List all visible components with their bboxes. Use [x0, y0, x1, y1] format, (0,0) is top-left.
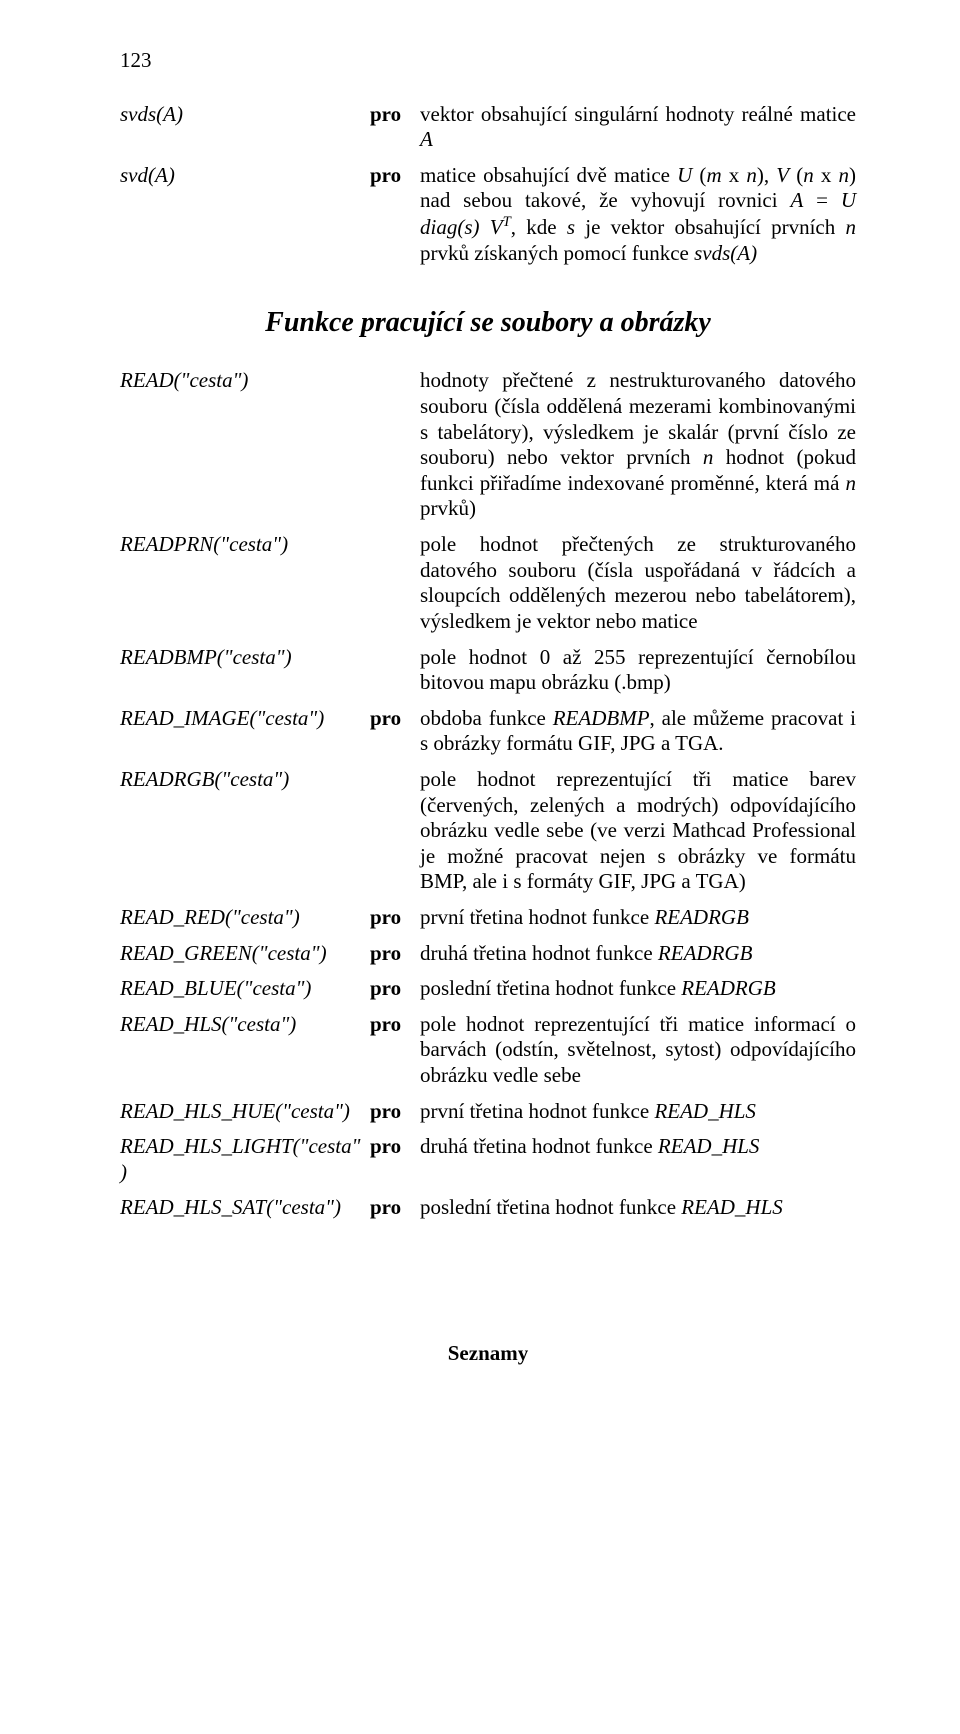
footer-label: Seznamy: [120, 1341, 856, 1367]
function-description: poslední třetina hodnot funkce READ_HLS: [420, 1195, 856, 1221]
pro-marker: pro: [370, 976, 420, 1002]
function-name: READ_IMAGE("cesta"): [120, 706, 370, 732]
table-row: READ_GREEN("cesta")prodruhá třetina hodn…: [120, 941, 856, 967]
pro-marker: pro: [370, 1134, 420, 1160]
table-row: svds(A)provektor obsahující singulární h…: [120, 102, 856, 153]
table-row: READ("cesta") hodnoty přečtené z nestrukt…: [120, 368, 856, 522]
function-name: READ_HLS_LIGHT("cesta"): [120, 1134, 370, 1185]
function-name: READRGB("cesta"): [120, 767, 370, 793]
pro-marker: pro: [370, 1099, 420, 1125]
table-row: READ_HLS_HUE("cesta")proprvní třetina ho…: [120, 1099, 856, 1125]
function-description: matice obsahující dvě matice U (m x n), …: [420, 163, 856, 266]
bottom-table: READ("cesta") hodnoty přečtené z nestrukt…: [120, 368, 856, 1221]
table-row: READ_BLUE("cesta")proposlední třetina ho…: [120, 976, 856, 1002]
page-number: 123: [120, 48, 856, 74]
function-name: READ_HLS_SAT("cesta"): [120, 1195, 370, 1221]
table-row: READ_HLS_SAT("cesta")proposlední třetina…: [120, 1195, 856, 1221]
function-name: READ_GREEN("cesta"): [120, 941, 370, 967]
function-description: pole hodnot 0 až 255 reprezentující čern…: [420, 645, 856, 696]
table-row: READ_HLS("cesta")propole hodnot reprezen…: [120, 1012, 856, 1089]
pro-marker: pro: [370, 102, 420, 128]
function-name: READBMP("cesta"): [120, 645, 370, 671]
function-name: READPRN("cesta"): [120, 532, 370, 558]
function-name: READ("cesta"): [120, 368, 370, 394]
function-description: druhá třetina hodnot funkce READRGB: [420, 941, 856, 967]
function-description: pole hodnot přečtených ze strukturovanéh…: [420, 532, 856, 634]
pro-marker: pro: [370, 1195, 420, 1221]
function-name: READ_BLUE("cesta"): [120, 976, 370, 1002]
table-row: READ_IMAGE("cesta")proobdoba funkce READ…: [120, 706, 856, 757]
function-name: READ_HLS_HUE("cesta"): [120, 1099, 370, 1125]
function-description: první třetina hodnot funkce READ_HLS: [420, 1099, 856, 1125]
pro-marker: pro: [370, 941, 420, 967]
function-name: svd(A): [120, 163, 370, 189]
function-name: READ_RED("cesta"): [120, 905, 370, 931]
pro-marker: pro: [370, 905, 420, 931]
table-row: svd(A)promatice obsahující dvě matice U …: [120, 163, 856, 266]
function-description: druhá třetina hodnot funkce READ_HLS: [420, 1134, 856, 1160]
function-description: obdoba funkce READBMP, ale můžeme pracov…: [420, 706, 856, 757]
table-row: READ_HLS_LIGHT("cesta")prodruhá třetina …: [120, 1134, 856, 1185]
function-description: hodnoty přečtené z nestrukturovaného dat…: [420, 368, 856, 522]
pro-marker: pro: [370, 1012, 420, 1038]
function-description: poslední třetina hodnot funkce READRGB: [420, 976, 856, 1002]
table-row: READBMP("cesta") pole hodnot 0 až 255 rep…: [120, 645, 856, 696]
function-description: vektor obsahující singulární hodnoty reá…: [420, 102, 856, 153]
pro-marker: pro: [370, 706, 420, 732]
pro-marker: pro: [370, 163, 420, 189]
function-description: první třetina hodnot funkce READRGB: [420, 905, 856, 931]
table-row: READRGB("cesta") pole hodnot reprezentují…: [120, 767, 856, 895]
table-row: READ_RED("cesta")proprvní třetina hodnot…: [120, 905, 856, 931]
function-name: svds(A): [120, 102, 370, 128]
section-heading: Funkce pracující se soubory a obrázky: [120, 306, 856, 340]
top-table: svds(A)provektor obsahující singulární h…: [120, 102, 856, 267]
function-name: READ_HLS("cesta"): [120, 1012, 370, 1038]
function-description: pole hodnot reprezentující tři matice in…: [420, 1012, 856, 1089]
table-row: READPRN("cesta") pole hodnot přečtených z…: [120, 532, 856, 634]
function-description: pole hodnot reprezentující tři matice ba…: [420, 767, 856, 895]
